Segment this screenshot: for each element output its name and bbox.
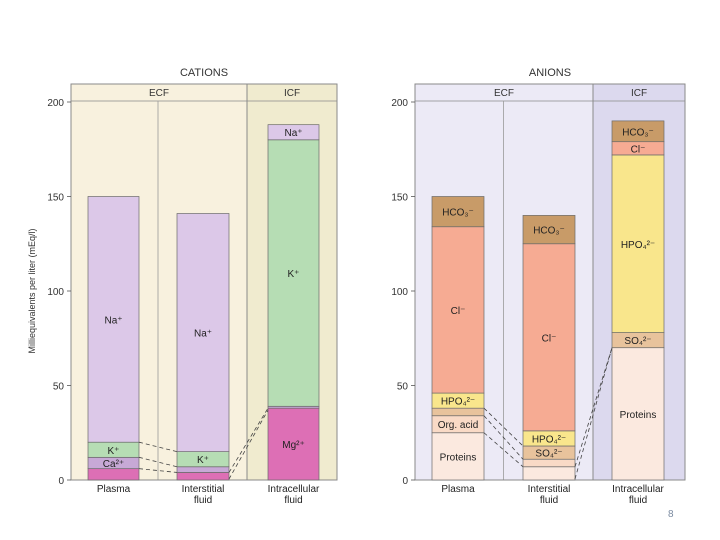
chart-title: CATIONS [180,67,228,79]
category-label: Interstitial [528,484,571,495]
bar-segment-proteins [522,466,576,481]
y-tick-label: 200 [391,98,408,109]
segment-label: SO₄²⁻ [535,449,562,460]
segment-label: SO₄²⁻ [624,336,651,347]
y-tick-label: 50 [397,382,409,393]
connector-dashed-line [483,407,524,447]
bar-segment-hco3 [522,215,576,245]
category-label: Interstitial [182,484,225,495]
segment-label: Na⁺ [284,128,302,139]
segment-label: HPO₄²⁻ [621,240,655,251]
category-label: fluid [629,495,647,506]
connector-dashed-line [483,432,524,468]
category-label: Intracellular [612,484,664,495]
bar-segment-na [176,213,230,452]
segment-label: K⁺ [288,269,300,280]
category-label: Plasma [97,484,131,495]
segment-label: Org. acid [438,420,479,431]
category-label: Intracellular [268,484,320,495]
slide-page-number: 8 [668,509,674,520]
connector-dashed-line [228,407,269,473]
bar-segment-na [87,196,140,443]
y-axis-label: Milliequivalents per liter (mEq/l) [27,228,37,353]
anions-chart: ANIONS ECF ICF 0 50 100 150 200 Proteins Org. aci… [391,67,686,506]
connector-dashed-line [483,415,524,460]
category-label: fluid [194,495,212,506]
segment-label: HCO₃⁻ [622,127,654,138]
segment-label: HCO₃⁻ [442,208,474,219]
segment-label: Cl⁻ [631,144,646,155]
bar-segment-mg [267,407,320,481]
bar-segment-hco3 [611,120,665,143]
connector-dashed-line [138,468,178,473]
bar-segment-proteins [431,432,485,481]
segment-label: Na⁺ [194,329,212,340]
y-tick-label: 200 [47,98,64,109]
category-label: fluid [540,495,558,506]
segment-label: HPO₄²⁻ [532,434,566,445]
y-tick-label: 50 [53,382,65,393]
bar-segment-so4 [431,407,485,417]
segment-label: Cl⁻ [542,333,557,344]
cations-chart: CATIONS ECF ICF 0 50 100 150 200 Milliequivalent… [27,67,338,506]
segment-label: Na⁺ [104,315,122,326]
bar-segment-k [267,139,320,407]
region-label-icf: ICF [631,88,647,99]
bar-segment-hco3 [431,196,485,228]
segment-label: K⁺ [108,446,120,457]
y-tick-label: 100 [391,287,408,298]
segment-label: Mg²⁺ [282,440,305,451]
segment-label: HCO₃⁻ [533,226,565,237]
segment-label: HPO₄²⁻ [441,397,475,408]
y-tick-label: 100 [47,287,64,298]
category-label: Plasma [441,484,475,495]
segment-label: K⁺ [197,455,209,466]
region-label-icf: ICF [284,88,300,99]
connector-dashed-line [228,409,269,480]
bar-segment-proteins [611,347,665,481]
y-tick-label: 150 [391,193,408,204]
y-tick-label: 0 [402,476,408,487]
y-tick-label: 0 [58,476,64,487]
segment-label: Proteins [440,452,477,463]
segment-label: Ca²⁺ [103,459,124,470]
y-tick-label: 150 [47,193,64,204]
bar-segment-hpo4 [611,154,665,333]
connector-dashed-line [574,347,613,480]
bar-segment-cl [522,243,576,432]
bar-segment-na [267,124,320,141]
bar-segment-mg [87,468,140,481]
bar-segment-org-acid [522,458,576,468]
segment-label: Cl⁻ [451,306,466,317]
region-label-ecf: ECF [149,88,169,99]
segment-label: Proteins [620,410,657,421]
chart-title: ANIONS [529,67,571,79]
bar-segment-ca [176,466,230,473]
region-label-ecf: ECF [494,88,514,99]
bar-segment-mg [176,472,230,481]
category-label: fluid [284,495,302,506]
bar-segment-cl [431,226,485,394]
